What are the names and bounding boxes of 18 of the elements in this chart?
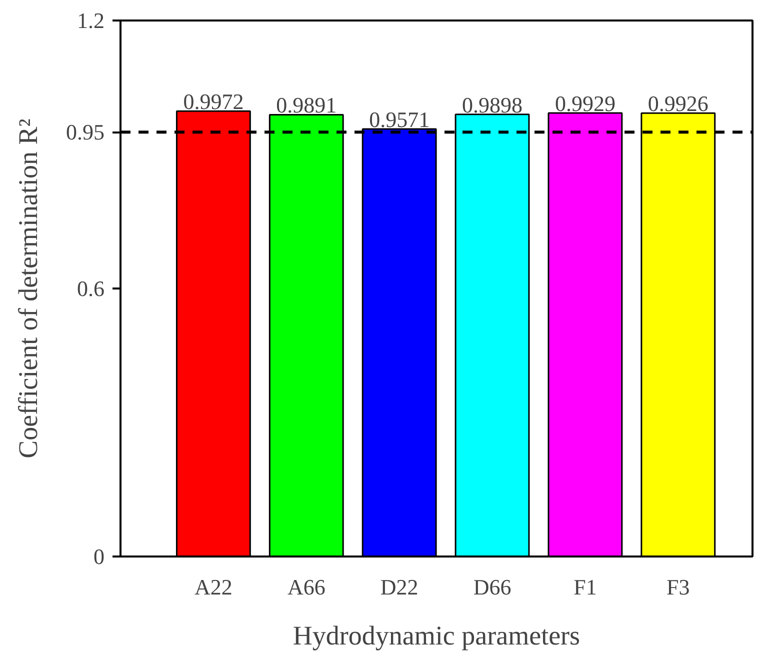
x-tick-label: D66 xyxy=(473,574,512,600)
x-tick-label: A66 xyxy=(287,574,326,600)
y-tick-label: 0 xyxy=(94,544,104,569)
x-axis-title: Hydrodynamic parameters xyxy=(292,620,580,650)
x-tick-label: F1 xyxy=(574,574,597,600)
y-axis-title: Coefficient of determination R² xyxy=(13,118,43,458)
y-tick-label: 0.6 xyxy=(77,276,104,301)
data-label: 0.9926 xyxy=(648,91,708,116)
x-tick-label: D22 xyxy=(380,574,418,600)
data-label: 0.9891 xyxy=(276,92,337,118)
x-tick-label: A22 xyxy=(194,574,232,600)
data-label: 0.9972 xyxy=(183,89,244,114)
data-label: 0.9571 xyxy=(369,106,430,132)
data-label: 0.9898 xyxy=(462,92,523,118)
x-tick-label: F3 xyxy=(666,574,690,600)
y-tick-label: 0.95 xyxy=(66,120,104,145)
data-label: 0.9929 xyxy=(554,91,616,116)
y-tick-label: 1.2 xyxy=(77,8,104,33)
